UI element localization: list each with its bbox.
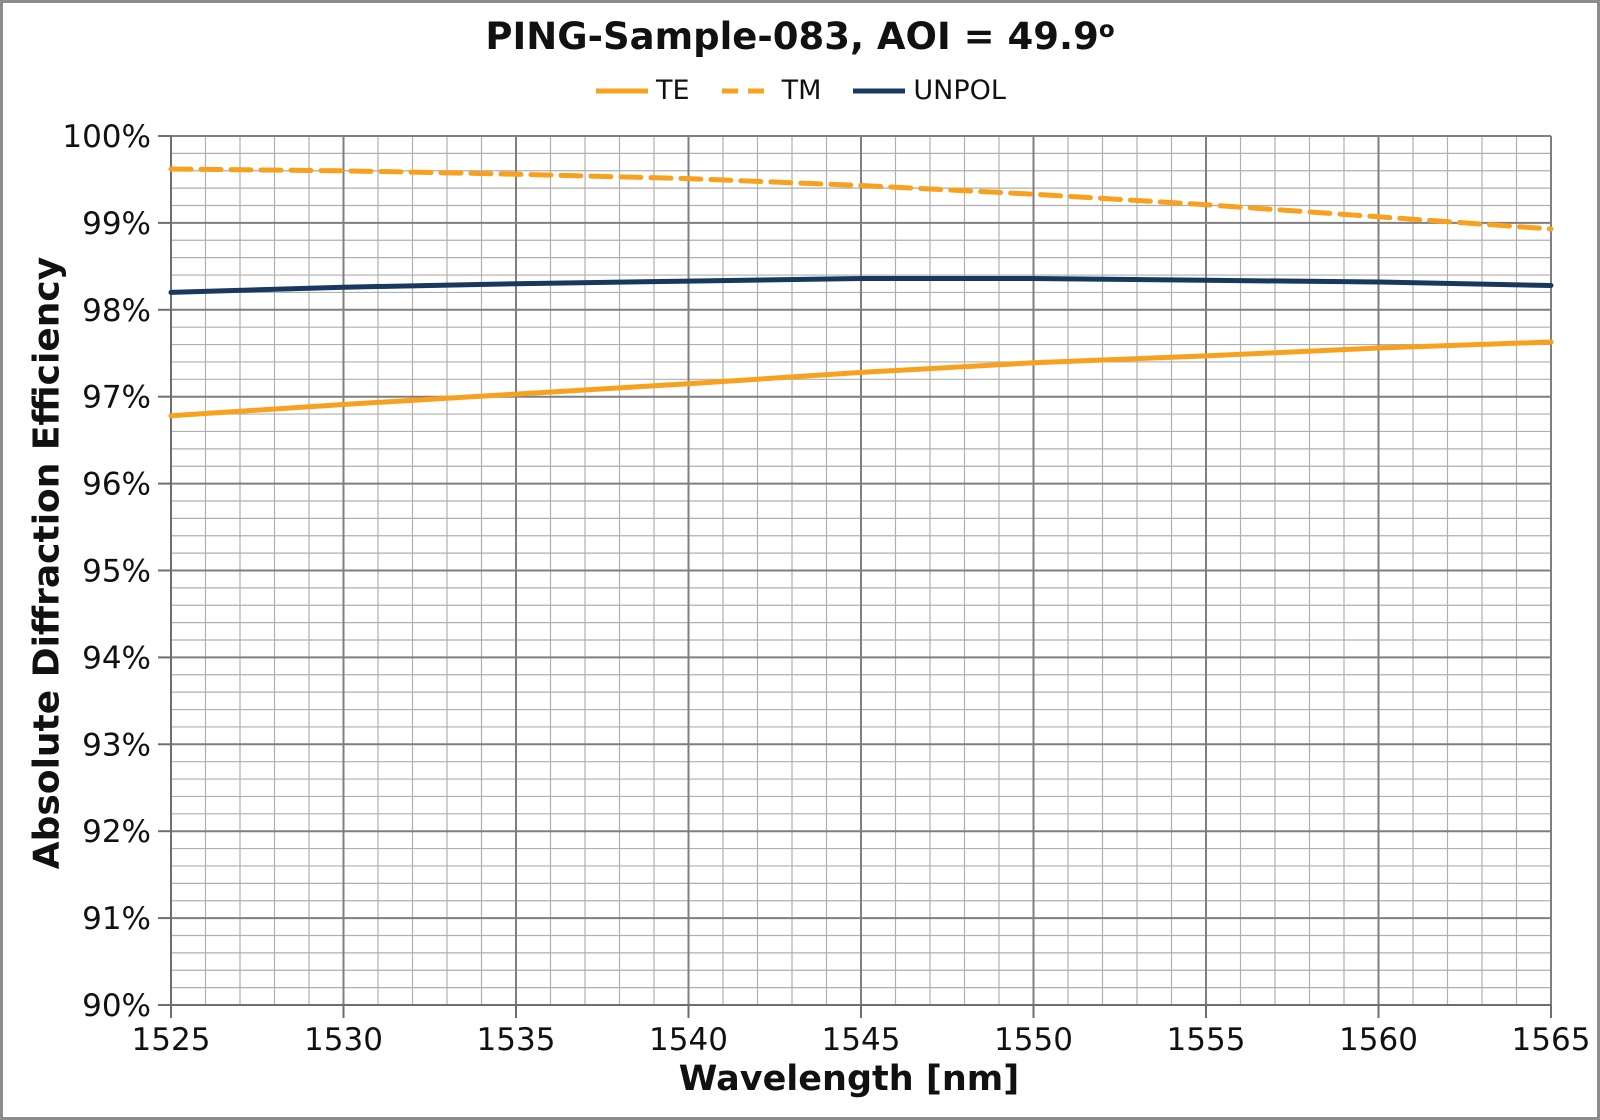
y-tick-label: 91% (82, 901, 151, 937)
x-tick-label: 1565 (1512, 1022, 1591, 1058)
y-tick-label: 93% (82, 727, 151, 763)
chart-title: PING-Sample-083, AOI = 49.9o (3, 15, 1597, 58)
y-tick-label: 98% (82, 293, 151, 329)
x-tick-label: 1555 (1167, 1022, 1246, 1058)
series-line-tm (168, 166, 1554, 232)
x-tick-label: 1535 (477, 1022, 556, 1058)
x-tick-label: 1560 (1339, 1022, 1418, 1058)
series-line-te (168, 339, 1554, 419)
series-line-unpol (168, 276, 1554, 295)
legend-label-tm: TM (781, 75, 822, 106)
chart-title-text: PING-Sample-083, AOI = 49.9 (485, 15, 1099, 58)
te-line-swatch (596, 88, 649, 93)
legend-label-te: TE (656, 75, 690, 106)
y-tick-label: 100% (62, 119, 151, 155)
x-tick-label: 1550 (994, 1022, 1073, 1058)
degree-symbol: o (1098, 17, 1115, 44)
x-tick-label: 1545 (822, 1022, 901, 1058)
x-axis-title: Wavelength [nm] (678, 1059, 1020, 1099)
y-tick-label: 99% (82, 206, 151, 242)
y-tick-label: 96% (82, 467, 151, 503)
legend: TE TM UNPOL (3, 75, 1597, 106)
unpol-line-swatch (853, 88, 906, 93)
legend-label-unpol: UNPOL (913, 75, 1006, 106)
y-tick-label: 94% (82, 640, 151, 676)
y-tick-label: 97% (82, 380, 151, 416)
x-tick-label: 1530 (304, 1022, 383, 1058)
legend-item-tm: TM (720, 75, 822, 106)
x-tick-label: 1540 (649, 1022, 728, 1058)
tm-line-swatch (721, 88, 774, 93)
y-tick-label: 92% (82, 814, 151, 850)
y-tick-label: 90% (82, 988, 151, 1024)
legend-item-unpol: UNPOL (851, 75, 1006, 106)
y-tick-label: 95% (82, 554, 151, 590)
legend-item-te: TE (594, 75, 690, 106)
plot-area: 1525 1530 1535 1540 1545 1550 1555 1560 1565 100%… (62, 119, 1591, 1058)
x-tick-label: 1525 (132, 1022, 211, 1058)
